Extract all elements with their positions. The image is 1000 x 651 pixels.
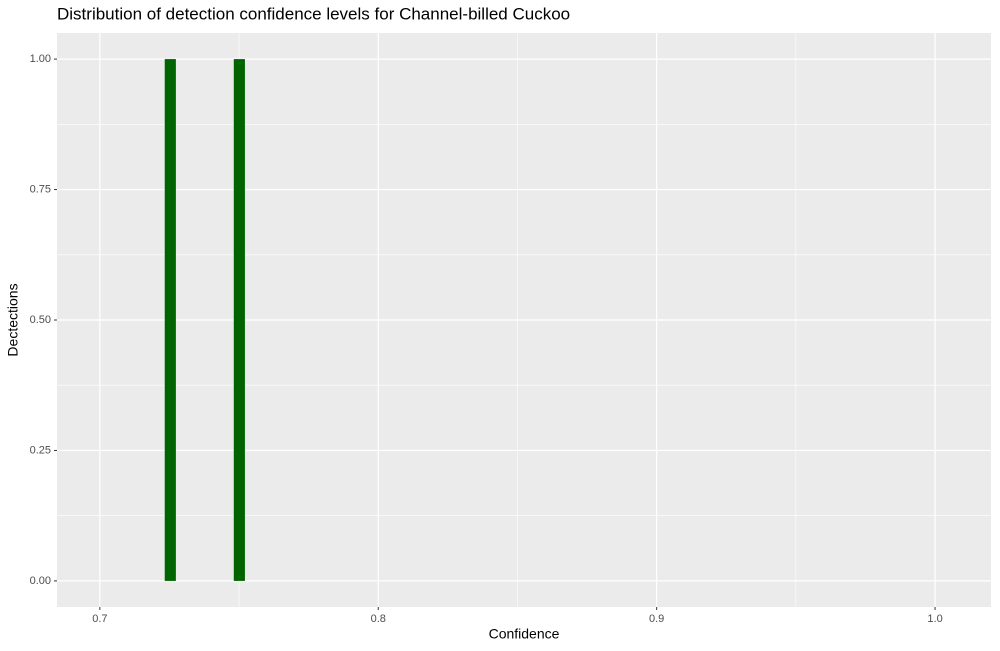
chart-title: Distribution of detection confidence lev… (57, 4, 570, 23)
y-axis-title: Dectections (5, 283, 21, 356)
x-tick-label: 0.9 (649, 613, 664, 625)
y-tick-label: 0.00 (30, 575, 51, 587)
x-tick-label: 0.8 (371, 613, 386, 625)
y-tick-label: 0.75 (30, 183, 51, 195)
x-tick-label: 1.0 (927, 613, 942, 625)
y-tick-label: 0.25 (30, 444, 51, 456)
y-tick-label: 1.00 (30, 53, 51, 65)
bar (164, 59, 176, 581)
bar (233, 59, 245, 581)
x-axis-title: Confidence (489, 626, 560, 642)
x-tick-label: 0.7 (92, 613, 107, 625)
y-tick-label: 0.50 (30, 314, 51, 326)
